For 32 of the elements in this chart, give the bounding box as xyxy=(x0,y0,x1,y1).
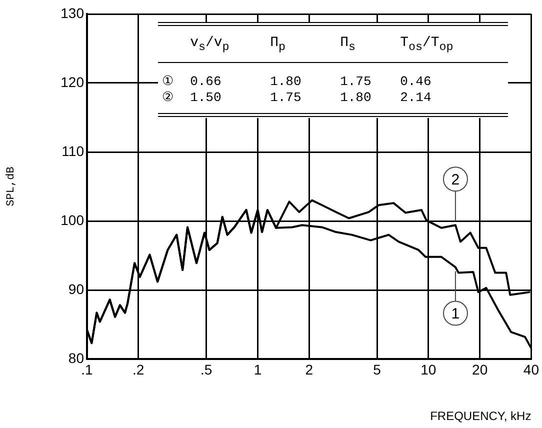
annotation: Π$_{s}$ xyxy=(339,35,356,54)
annotation: ② xyxy=(161,88,176,105)
annotation: ① xyxy=(161,72,176,89)
y-axis-title: SPL,dB xyxy=(6,166,18,206)
annotation: 1.80 xyxy=(269,74,302,89)
annotation: 1.75 xyxy=(269,90,302,105)
x-tick-label: 10 xyxy=(420,361,436,378)
x-tick-label: 5 xyxy=(373,361,382,378)
y-tick-label: 90 xyxy=(68,280,84,297)
y-tick-label: 100 xyxy=(60,212,84,228)
annotation: 0.46 xyxy=(399,74,432,89)
x-axis-title: FREQUENCY, kHz xyxy=(430,409,532,424)
annotation: Π$_{p}$ xyxy=(269,35,286,54)
annotation: v$_{s}$/v$_{p}$ xyxy=(189,35,230,54)
x-tick-label: .5 xyxy=(200,361,212,378)
x-tick-label: 20 xyxy=(472,361,488,378)
y-tick-label: 80 xyxy=(68,350,84,366)
x-tick-label: 40 xyxy=(523,361,540,378)
annotation: 2.14 xyxy=(399,90,432,105)
annotation: 0.66 xyxy=(189,74,222,89)
series-label: 1 xyxy=(451,305,460,322)
y-tick-label: 130 xyxy=(60,4,84,21)
annotation: T$_{os}$/T$_{op}$ xyxy=(399,35,454,54)
annotation: 1.75 xyxy=(339,74,372,89)
annotation: 1.50 xyxy=(189,90,222,105)
x-tick-label: 1 xyxy=(254,361,262,378)
text: 2 xyxy=(451,171,460,188)
y-tick-label: 120 xyxy=(60,74,84,90)
x-tick-label: 2 xyxy=(305,361,314,378)
y-tick-label: 110 xyxy=(62,142,84,159)
x-tick-label: .2 xyxy=(132,361,144,378)
annotation: 1.80 xyxy=(339,90,372,105)
